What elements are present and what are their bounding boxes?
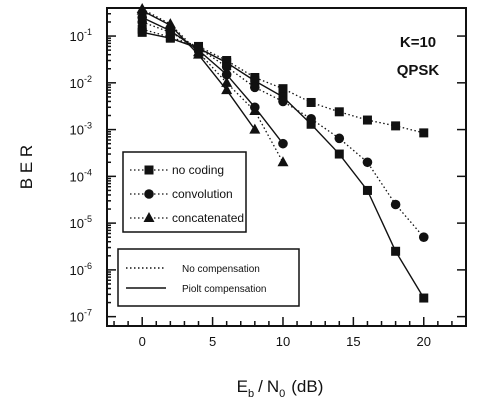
data-point-square bbox=[165, 33, 175, 43]
y-tick-label: 10-4 bbox=[70, 167, 92, 184]
x-tick-label: 20 bbox=[417, 334, 431, 349]
legend-markers-frame bbox=[122, 151, 247, 233]
data-point-triangle bbox=[249, 123, 261, 134]
data-point-circle bbox=[362, 157, 373, 168]
x-tick-label: 5 bbox=[209, 334, 216, 349]
data-point-circle bbox=[390, 199, 401, 210]
data-point-square bbox=[391, 121, 401, 131]
data-point-circle bbox=[137, 12, 147, 23]
y-tick-label: 10-6 bbox=[70, 261, 92, 278]
legend-lines-frame bbox=[117, 248, 300, 307]
data-point-triangle bbox=[136, 4, 148, 15]
legend-marker-square bbox=[144, 165, 154, 175]
legend-label: concatenated bbox=[172, 211, 244, 225]
data-point-circle bbox=[250, 82, 260, 93]
series-line-square-no bbox=[142, 28, 424, 134]
data-point-square bbox=[334, 149, 344, 159]
data-point-triangle bbox=[277, 156, 289, 167]
y-tick-label: 10-1 bbox=[70, 27, 92, 44]
data-point-circle bbox=[278, 96, 288, 107]
data-point-square bbox=[306, 119, 316, 129]
x-tick-label: 0 bbox=[139, 334, 146, 349]
legend-marker-circle bbox=[144, 189, 154, 199]
data-point-circle bbox=[306, 114, 316, 124]
data-point-square bbox=[334, 107, 344, 117]
x-tick-label: 15 bbox=[346, 334, 360, 349]
series-line-triangle-no bbox=[141, 8, 284, 163]
x-tick-labels: 0 5 10 15 20 bbox=[139, 334, 431, 349]
y-tick-label: 10-7 bbox=[70, 308, 92, 325]
data-point-square bbox=[391, 246, 401, 256]
x-axis-label: Eb / N0 (dB) bbox=[237, 377, 324, 400]
data-markers bbox=[136, 2, 429, 303]
data-point-triangle bbox=[221, 76, 233, 87]
data-point-square bbox=[278, 84, 288, 94]
legend-marker-triangle bbox=[143, 212, 155, 222]
data-point-square bbox=[306, 97, 316, 107]
data-point-square bbox=[419, 293, 429, 303]
data-point-triangle bbox=[221, 84, 233, 95]
data-point-triangle bbox=[249, 104, 261, 115]
annotation-k: K=10 bbox=[400, 34, 436, 51]
data-point-square bbox=[250, 76, 260, 86]
data-point-triangle bbox=[164, 19, 176, 30]
plot-frame bbox=[106, 7, 467, 327]
data-point-square bbox=[137, 27, 147, 37]
legend-markers: no coding convolution concatenated bbox=[122, 151, 247, 233]
data-point-circle bbox=[278, 138, 288, 149]
y-axis-label: B E R bbox=[17, 145, 36, 189]
annotation-modulation: QPSK bbox=[397, 62, 440, 79]
data-point-square bbox=[362, 115, 372, 125]
data-point-circle bbox=[334, 133, 345, 144]
data-point-circle bbox=[221, 62, 232, 72]
data-point-square bbox=[419, 128, 429, 138]
y-tick-label: 10-2 bbox=[70, 74, 92, 91]
y-tick-label: 10-3 bbox=[70, 121, 92, 138]
legend-lines: No compensation Piolt compensation bbox=[117, 248, 300, 307]
y-tick-label: 10-5 bbox=[70, 214, 92, 231]
data-point-triangle bbox=[193, 48, 205, 59]
legend-line-label: No compensation bbox=[182, 264, 260, 275]
data-point-circle bbox=[221, 69, 232, 80]
y-tick-labels: 10-1 10-2 10-3 10-4 10-5 10-6 10-7 bbox=[70, 27, 92, 325]
data-point-square bbox=[362, 185, 372, 195]
x-tick-label: 10 bbox=[276, 334, 290, 349]
legend-label: convolution bbox=[172, 187, 233, 201]
data-point-circle bbox=[418, 232, 429, 242]
legend-line-label: Piolt compensation bbox=[182, 284, 267, 295]
legend-label: no coding bbox=[172, 163, 224, 177]
